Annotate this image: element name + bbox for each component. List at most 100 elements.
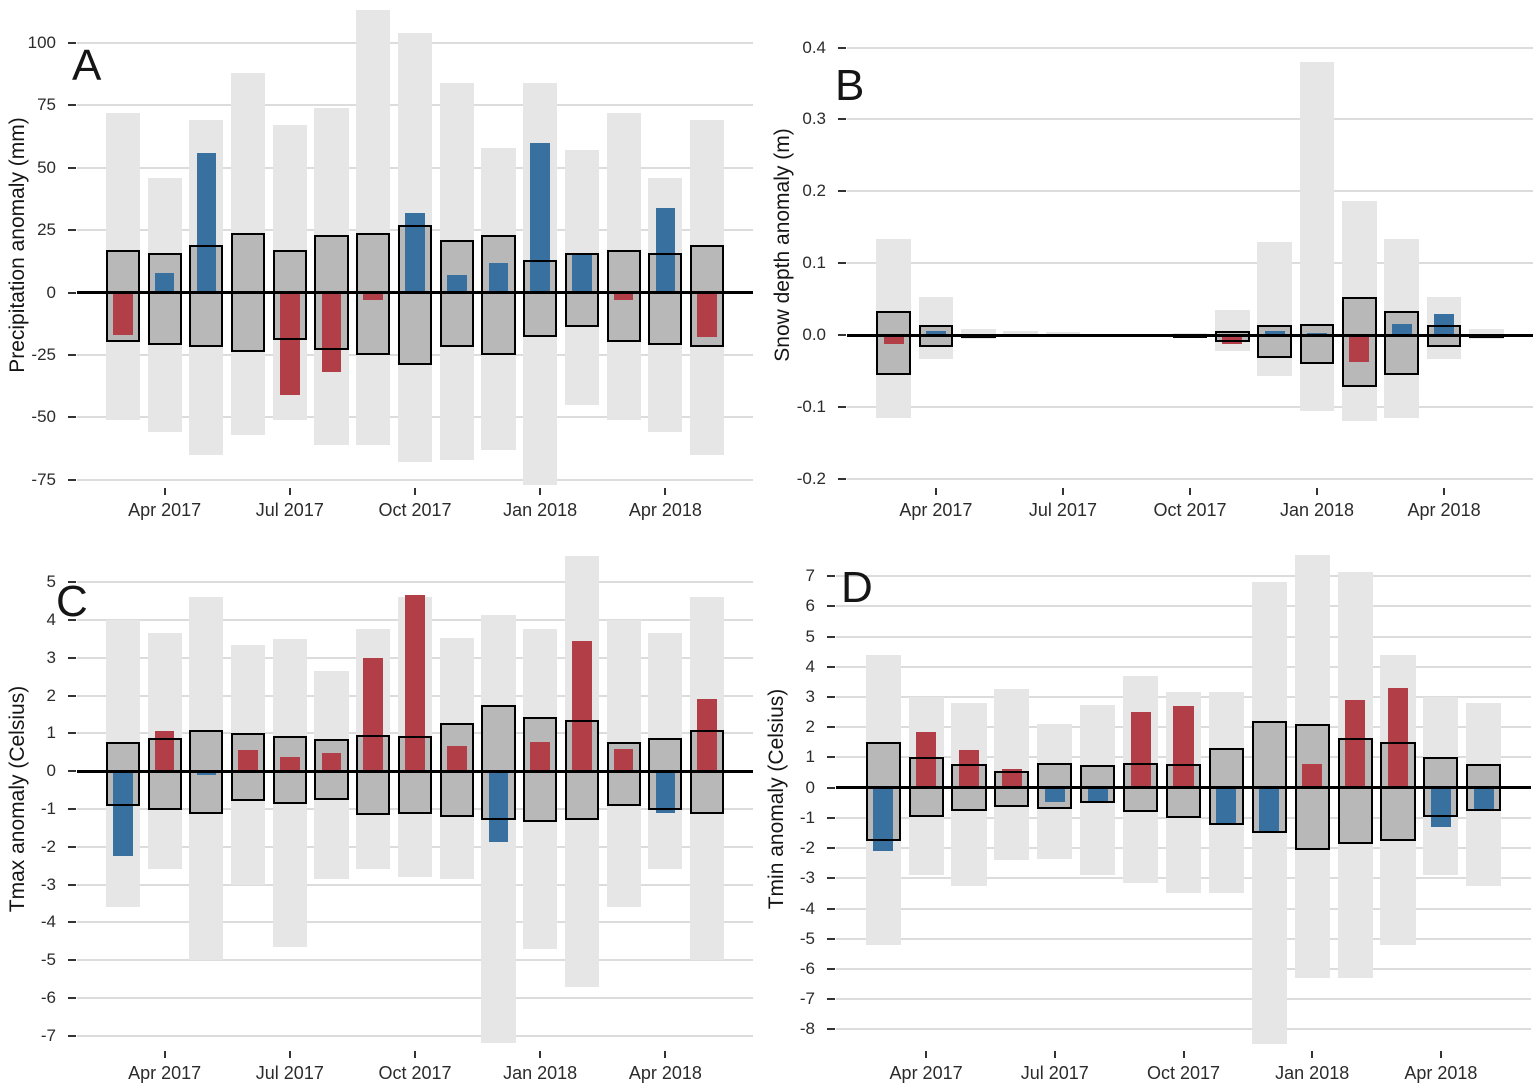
y-tick-label: 50 [37,157,56,177]
y-tick-mark [68,353,76,356]
y-tick-mark [68,656,76,659]
x-tick-label: Apr 2018 [1407,500,1481,520]
positive-anomaly-bar [530,741,550,772]
y-tick-label: -0.2 [796,468,826,488]
x-tick-label: Jan 2018 [1275,1063,1350,1083]
y-gridline [847,477,1533,480]
positive-anomaly-bar [655,207,676,293]
negative-anomaly-bar [697,292,717,338]
y-tick-mark [68,41,76,44]
y-gridline [836,998,1531,1001]
y-tick-mark [827,605,835,608]
y-tick-mark [68,845,76,848]
y-tick-label: 3 [805,687,815,707]
y-gridline [836,937,1531,940]
panel-letter-d: D [841,563,873,612]
y-tick-label: -8 [799,1019,815,1039]
x-tick-label: Oct 2017 [378,500,452,520]
positive-anomaly-bar [1001,768,1022,788]
interquartile-box-fill [1384,311,1420,376]
positive-anomaly-bar [1387,687,1409,788]
negative-anomaly-bar [613,292,634,301]
positive-anomaly-bar [363,657,384,772]
y-tick-label: 0.2 [802,181,826,201]
panel-snow-depth-anomaly: B Snow depth anomaly (m) 0.4 0.3 0.2 0.1 0.0… [765,0,1535,544]
y-gridline [836,665,1531,668]
interquartile-box-outline [1299,323,1335,364]
negative-anomaly-bar [113,292,133,335]
positive-anomaly-bar [1264,330,1285,336]
x-tick-label: Oct 2017 [1153,500,1227,520]
negative-anomaly-bar [883,335,904,344]
interquartile-box-outline [356,735,391,815]
x-tick-mark [1439,1051,1442,1058]
interquartile-box-outline [397,735,433,814]
y-tick-label: 5 [805,626,815,646]
x-tick-mark [1053,1051,1056,1058]
zero-reference-line [847,333,1533,337]
y-tick-label: -0.1 [796,396,826,416]
x-tick-label: Jan 2018 [1279,500,1355,520]
y-tick-mark [838,477,846,480]
interquartile-box-outline [105,741,140,807]
interquartile-box-outline [994,771,1030,808]
y-tick-label: 25 [37,220,56,240]
positive-anomaly-bar [1130,712,1151,788]
x-tick-label: Apr 2018 [628,500,702,520]
positive-anomaly-bar [488,262,509,293]
y-tick-label: -3 [799,868,815,888]
x-tick-label: Jul 2017 [255,500,324,520]
y-gridline [847,190,1533,193]
y-tick-mark [68,1034,76,1037]
negative-anomaly-bar [280,292,300,395]
y-tick-label: -5 [799,928,815,948]
y-tick-mark [838,118,846,121]
positive-anomaly-bar [958,749,980,788]
y-tick-mark [827,786,835,789]
negative-anomaly-bar [196,771,217,775]
x-tick-label: Apr 2017 [128,500,202,520]
x-tick-label: Apr 2017 [889,1063,963,1083]
x-tick-label: Jan 2018 [503,1063,578,1083]
positive-anomaly-bar [280,756,300,772]
y-tick-mark [68,291,76,294]
positive-anomaly-bar [154,730,175,772]
y-tick-label: 0.0 [802,325,826,345]
y-tick-mark [827,726,835,729]
interquartile-box-outline [523,717,558,823]
y-tick-label: -5 [40,950,56,970]
positive-anomaly-bar [925,331,946,336]
x-tick-mark [1316,488,1319,495]
y-gridline [77,883,753,886]
interquartile-box-outline [481,235,516,355]
negative-anomaly-bar [1430,787,1451,827]
positive-anomaly-bar [572,252,592,293]
interquartile-box-fill [481,235,516,355]
panel-letter-c: C [56,577,88,626]
y-tick-mark [68,770,76,773]
y-tick-mark [827,998,835,1001]
x-tick-label: Oct 2017 [1146,1063,1221,1083]
y-tick-label: 0 [46,282,56,302]
x-tick-label: Jul 2017 [255,1063,324,1083]
y-tick-mark [838,405,846,408]
panel-letter-a: A [72,41,102,90]
y-tick-mark [68,959,76,962]
x-tick-mark [664,488,667,495]
zero-reference-line [77,769,753,773]
positive-anomaly-bar [405,595,425,772]
y-tick-label: 7 [805,566,815,586]
y-tick-label: 6 [805,596,815,616]
interquartile-box-outline [648,252,683,345]
positive-anomaly-bar [405,212,425,293]
y-tick-label: 4 [46,610,56,630]
negative-anomaly-bar [1473,787,1494,811]
x-tick-mark [934,488,937,495]
y-tick-label: 4 [805,656,815,676]
y-tick-label: 1 [805,747,815,767]
positive-anomaly-bar [1345,700,1366,788]
y-tick-label: 0 [805,777,815,797]
interquartile-box-outline [648,737,683,810]
y-gridline [836,605,1531,608]
interquartile-box-outline [564,252,599,328]
